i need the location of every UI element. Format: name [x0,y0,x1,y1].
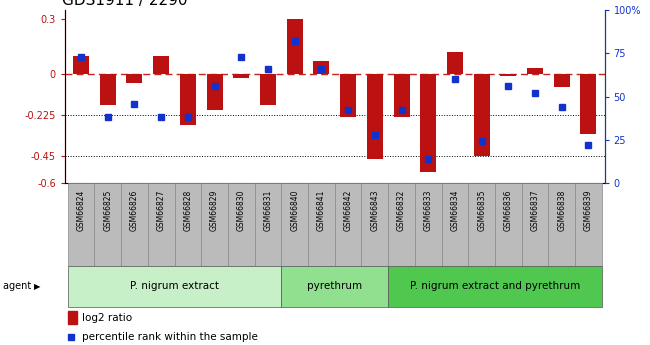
Bar [202,183,228,266]
Bar [340,74,356,118]
Bar [393,74,410,118]
Bar [255,183,281,266]
Bar [367,74,383,159]
Bar [153,56,169,74]
Bar [207,74,222,110]
Bar [474,74,489,156]
Bar [447,52,463,74]
Bar [580,74,597,134]
Bar [495,183,522,266]
Bar [308,183,335,266]
Text: GSM66834: GSM66834 [450,189,460,231]
Text: GSM66828: GSM66828 [183,189,192,231]
Bar [388,266,602,307]
Text: GSM66839: GSM66839 [584,189,593,231]
Bar [68,183,94,266]
Text: GSM66836: GSM66836 [504,189,513,231]
Bar [361,183,388,266]
Bar [174,183,202,266]
Text: GSM66838: GSM66838 [557,189,566,231]
Bar [522,183,549,266]
Text: agent: agent [3,282,34,291]
Text: GSM66835: GSM66835 [477,189,486,231]
Bar [335,183,361,266]
Bar [468,183,495,266]
Text: ▶: ▶ [34,282,40,291]
Text: P. nigrum extract and pyrethrum: P. nigrum extract and pyrethrum [410,282,580,291]
Bar [68,266,281,307]
Text: GSM66841: GSM66841 [317,189,326,231]
Bar [415,183,441,266]
Bar [148,183,174,266]
Bar [228,183,255,266]
Bar [441,183,468,266]
Bar [281,266,388,307]
Text: GSM66832: GSM66832 [397,189,406,231]
Bar [281,183,308,266]
Bar [127,74,142,83]
Text: GSM66825: GSM66825 [103,189,112,231]
Text: GSM66824: GSM66824 [77,189,86,231]
Bar [388,183,415,266]
Text: percentile rank within the sample: percentile rank within the sample [83,332,258,342]
Text: GSM66827: GSM66827 [157,189,166,231]
Text: GSM66842: GSM66842 [344,189,352,231]
Text: GSM66833: GSM66833 [424,189,433,231]
Text: GSM66831: GSM66831 [263,189,272,231]
Text: GSM66837: GSM66837 [530,189,540,231]
Bar [313,61,330,74]
Text: GSM66829: GSM66829 [210,189,219,231]
Text: GSM66830: GSM66830 [237,189,246,231]
Bar [233,74,250,78]
Bar [549,183,575,266]
Text: pyrethrum: pyrethrum [307,282,362,291]
Text: GSM66826: GSM66826 [130,189,139,231]
Bar [68,311,77,324]
Bar [420,74,436,172]
Bar [180,74,196,125]
Text: log2 ratio: log2 ratio [83,313,133,323]
Bar [260,74,276,105]
Bar [73,56,89,74]
Bar [287,19,303,74]
Text: GDS1911 / 2290: GDS1911 / 2290 [62,0,188,8]
Text: P. nigrum extract: P. nigrum extract [130,282,219,291]
Bar [94,183,121,266]
Bar [99,74,116,105]
Text: GSM66843: GSM66843 [370,189,380,231]
Bar [121,183,148,266]
Bar [554,74,570,87]
Text: GSM66840: GSM66840 [290,189,299,231]
Bar [500,74,516,76]
Bar [575,183,602,266]
Bar [527,68,543,74]
